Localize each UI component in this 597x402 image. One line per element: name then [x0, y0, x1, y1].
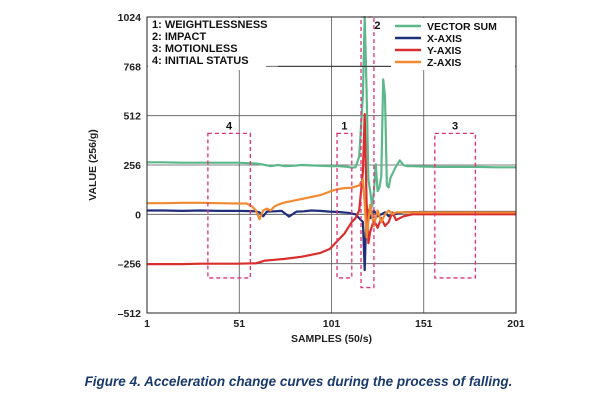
y-axis-title: VALUE (256/g): [87, 129, 99, 201]
x-tick-label: 1: [144, 318, 150, 330]
region-box-1: [336, 132, 353, 279]
x-axis-title: SAMPLES (50/s): [291, 333, 372, 345]
region-box-2: [360, 16, 375, 289]
annotation-line: 2: IMPACT: [152, 31, 206, 43]
legend-label: VECTOR SUM: [427, 21, 497, 33]
annotation-line: 1: WEIGHTLESSNESS: [152, 19, 268, 31]
y-tick-label: 768: [123, 61, 141, 73]
x-tick-label: 151: [415, 318, 433, 330]
y-tick-label: 256: [123, 160, 141, 172]
plot-border: [146, 16, 517, 314]
x-tick-label: 51: [233, 318, 245, 330]
y-tick-label: 0: [135, 209, 141, 221]
region-label-1: 1: [341, 120, 347, 132]
x-tick-label: 201: [507, 318, 525, 330]
series-line-z-axis: [147, 178, 516, 239]
x-tick-label: 101: [323, 318, 341, 330]
region-box-3: [434, 132, 477, 279]
series-line-y-axis: [147, 113, 516, 266]
figure-caption: Figure 4. Acceleration change curves dur…: [84, 374, 513, 389]
series-line-vector-sum: [147, 15, 516, 208]
y-tick-label: 512: [123, 111, 141, 123]
y-tick-label: 1024: [118, 12, 142, 24]
annotation-background: [148, 18, 266, 70]
region-label-3: 3: [452, 120, 458, 132]
legend-label: X-AXIS: [427, 33, 462, 45]
region-box-4: [207, 132, 251, 279]
legend-label: Y-AXIS: [427, 45, 461, 57]
annotation-line: 4: INITIAL STATUS: [152, 55, 249, 67]
y-tick-label: –256: [118, 259, 142, 271]
region-label-2: 2: [374, 20, 380, 32]
legend-label: Z-AXIS: [427, 57, 461, 69]
region-label-4: 4: [226, 120, 233, 132]
annotation-line: 3: MOTIONLESS: [152, 43, 238, 55]
y-tick-label: –512: [118, 308, 142, 320]
